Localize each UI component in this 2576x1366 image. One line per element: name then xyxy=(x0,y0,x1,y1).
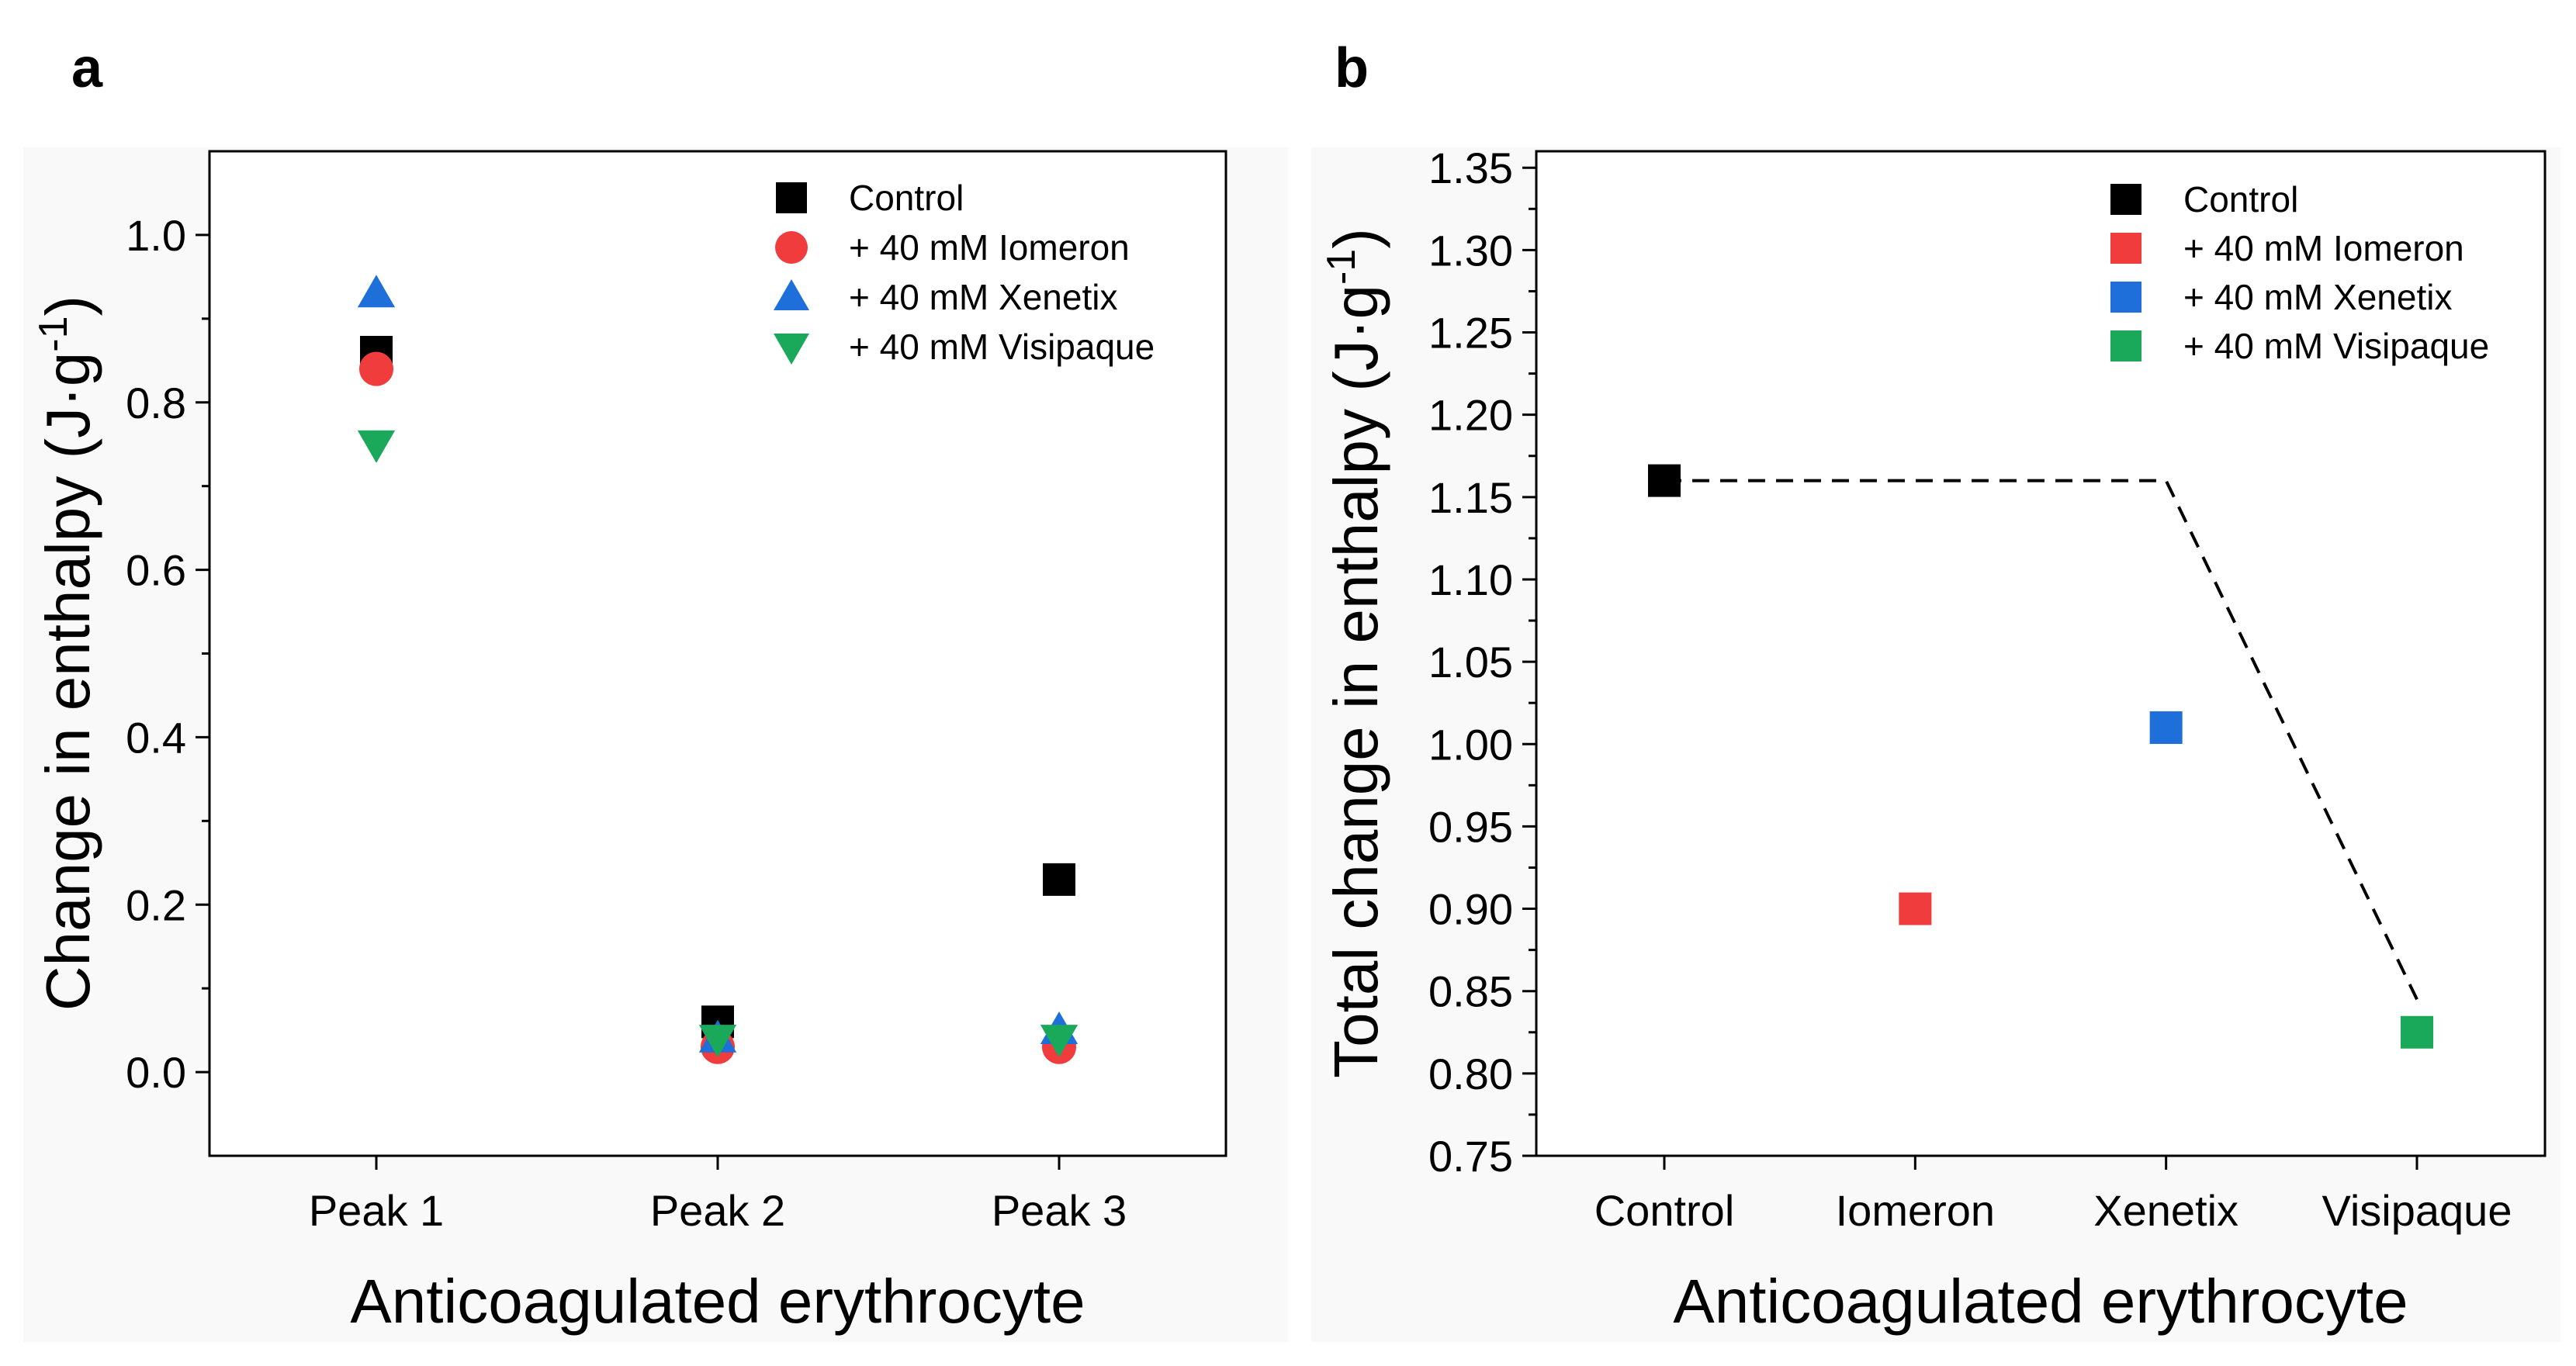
panel-b-legend: Control + 40 mM Iomeron + 40 mM Xenetix + 4… xyxy=(2110,179,2489,366)
legend-marker xyxy=(776,182,807,213)
x-tick-label: Peak 2 xyxy=(650,1186,785,1235)
legend-label: + 40 mM Xenetix xyxy=(849,277,1117,317)
panel-b-plot-area xyxy=(1535,150,2547,1157)
legend-marker xyxy=(2110,233,2141,264)
panel-a: a 0.00.20.40.60.81.0 Peak 1 Peak 2 Peak 3 … xyxy=(23,37,1288,1342)
y-tick-label: 0.4 xyxy=(126,713,186,762)
x-tick-label: Xenetix xyxy=(2093,1186,2238,1235)
y-tick-label: 0.8 xyxy=(126,379,186,427)
data-point xyxy=(1040,1025,1079,1058)
panel-b-y-axis-title-sup: -1 xyxy=(1319,249,1364,285)
x-tick-label: Visipaque xyxy=(2322,1186,2512,1235)
y-tick-label: 0.90 xyxy=(1428,885,1513,934)
y-tick-label: 0.6 xyxy=(126,546,186,595)
panel-a-x-ticks: Peak 1 Peak 2 Peak 3 xyxy=(309,1156,1127,1235)
y-tick-label: 1.35 xyxy=(1428,144,1513,192)
panel-a-data-marks xyxy=(357,275,1079,1064)
y-tick-label: 1.25 xyxy=(1428,309,1513,358)
y-tick-label: 1.00 xyxy=(1428,720,1513,769)
y-tick-label: 1.10 xyxy=(1428,555,1513,604)
panel-a-y-axis-title-end: ) xyxy=(33,296,102,316)
panel-a-legend: Control + 40 mM Iomeron + 40 mM Xenetix + 4… xyxy=(774,178,1155,367)
panel-a-y-axis-title-sup: -1 xyxy=(31,316,76,351)
data-point xyxy=(2149,711,2183,745)
y-tick-label: 1.05 xyxy=(1428,638,1513,686)
legend-marker xyxy=(774,334,809,365)
panel-a-label: a xyxy=(71,37,103,99)
x-tick-label: Peak 1 xyxy=(309,1186,444,1235)
y-tick-label: 0.85 xyxy=(1428,967,1513,1016)
data-point xyxy=(357,430,396,463)
x-tick-label: Iomeron xyxy=(1836,1186,1995,1235)
y-tick-label: 0.95 xyxy=(1428,802,1513,851)
panel-b-data-marks xyxy=(1648,464,2433,1049)
data-point xyxy=(1899,892,1932,925)
x-tick-label: Control xyxy=(1594,1186,1735,1235)
y-tick-label: 0.75 xyxy=(1428,1132,1513,1181)
legend-marker xyxy=(774,279,809,310)
panel-b-y-axis-title-main: Total change in enthalpy (J·g xyxy=(1321,285,1390,1078)
panel-b-y-axis-title: Total change in enthalpy (J·g-1) xyxy=(1319,228,1390,1078)
panel-a-y-axis-title: Change in enthalpy (J·g-1) xyxy=(31,296,102,1011)
x-tick-label: Peak 3 xyxy=(992,1186,1127,1235)
panel-b-x-axis-title: Anticoagulated erythrocyte xyxy=(1673,1267,2408,1336)
legend-label: + 40 mM Iomeron xyxy=(2183,228,2464,268)
panel-a-y-axis-title-main: Change in enthalpy (J·g xyxy=(33,352,102,1011)
data-point xyxy=(358,351,394,386)
legend-marker xyxy=(775,231,808,264)
panel-b-y-ticks: 0.75 0.80 0.85 0.90 0.95 1.00 1.05 1.10 1.15 1.20… xyxy=(1428,144,1536,1181)
panel-a-y-ticks: 0.0 0.2 0.4 0.6 0.8 1.0 xyxy=(126,211,209,1097)
panel-b-label: b xyxy=(1335,37,1369,99)
data-point xyxy=(357,275,396,308)
legend-label: Control xyxy=(2183,179,2298,220)
y-tick-label: 0.80 xyxy=(1428,1050,1513,1098)
legend-marker xyxy=(2110,330,2141,361)
panel-b-y-axis-title-end: ) xyxy=(1321,228,1390,249)
y-tick-label: 1.0 xyxy=(126,211,186,260)
legend-marker xyxy=(2110,184,2141,215)
panel-b: b 0.75 0.80 0.85 0.90 0.95 1.00 1.05 1.10 1.15 1.… xyxy=(1311,37,2560,1342)
data-point xyxy=(698,1025,737,1058)
legend-marker xyxy=(2110,282,2141,313)
data-point xyxy=(2401,1015,2433,1049)
legend-label: + 40 mM Visipaque xyxy=(849,327,1155,367)
y-tick-label: 0.0 xyxy=(126,1048,186,1097)
legend-label: + 40 mM Visipaque xyxy=(2183,326,2489,366)
y-tick-label: 0.2 xyxy=(126,880,186,929)
y-tick-label: 1.20 xyxy=(1428,391,1513,440)
y-tick-label: 1.15 xyxy=(1428,473,1513,522)
data-point xyxy=(1043,863,1075,896)
data-point xyxy=(1648,464,1681,497)
panel-b-x-ticks: Control Iomeron Xenetix Visipaque xyxy=(1594,1156,2512,1235)
panel-a-x-axis-title: Anticoagulated erythrocyte xyxy=(350,1267,1085,1336)
legend-label: Control xyxy=(849,178,964,218)
panel-a-plot-area xyxy=(208,150,1227,1157)
legend-label: + 40 mM Xenetix xyxy=(2183,277,2452,317)
y-tick-label: 1.30 xyxy=(1428,226,1513,275)
legend-label: + 40 mM Iomeron xyxy=(849,227,1130,268)
